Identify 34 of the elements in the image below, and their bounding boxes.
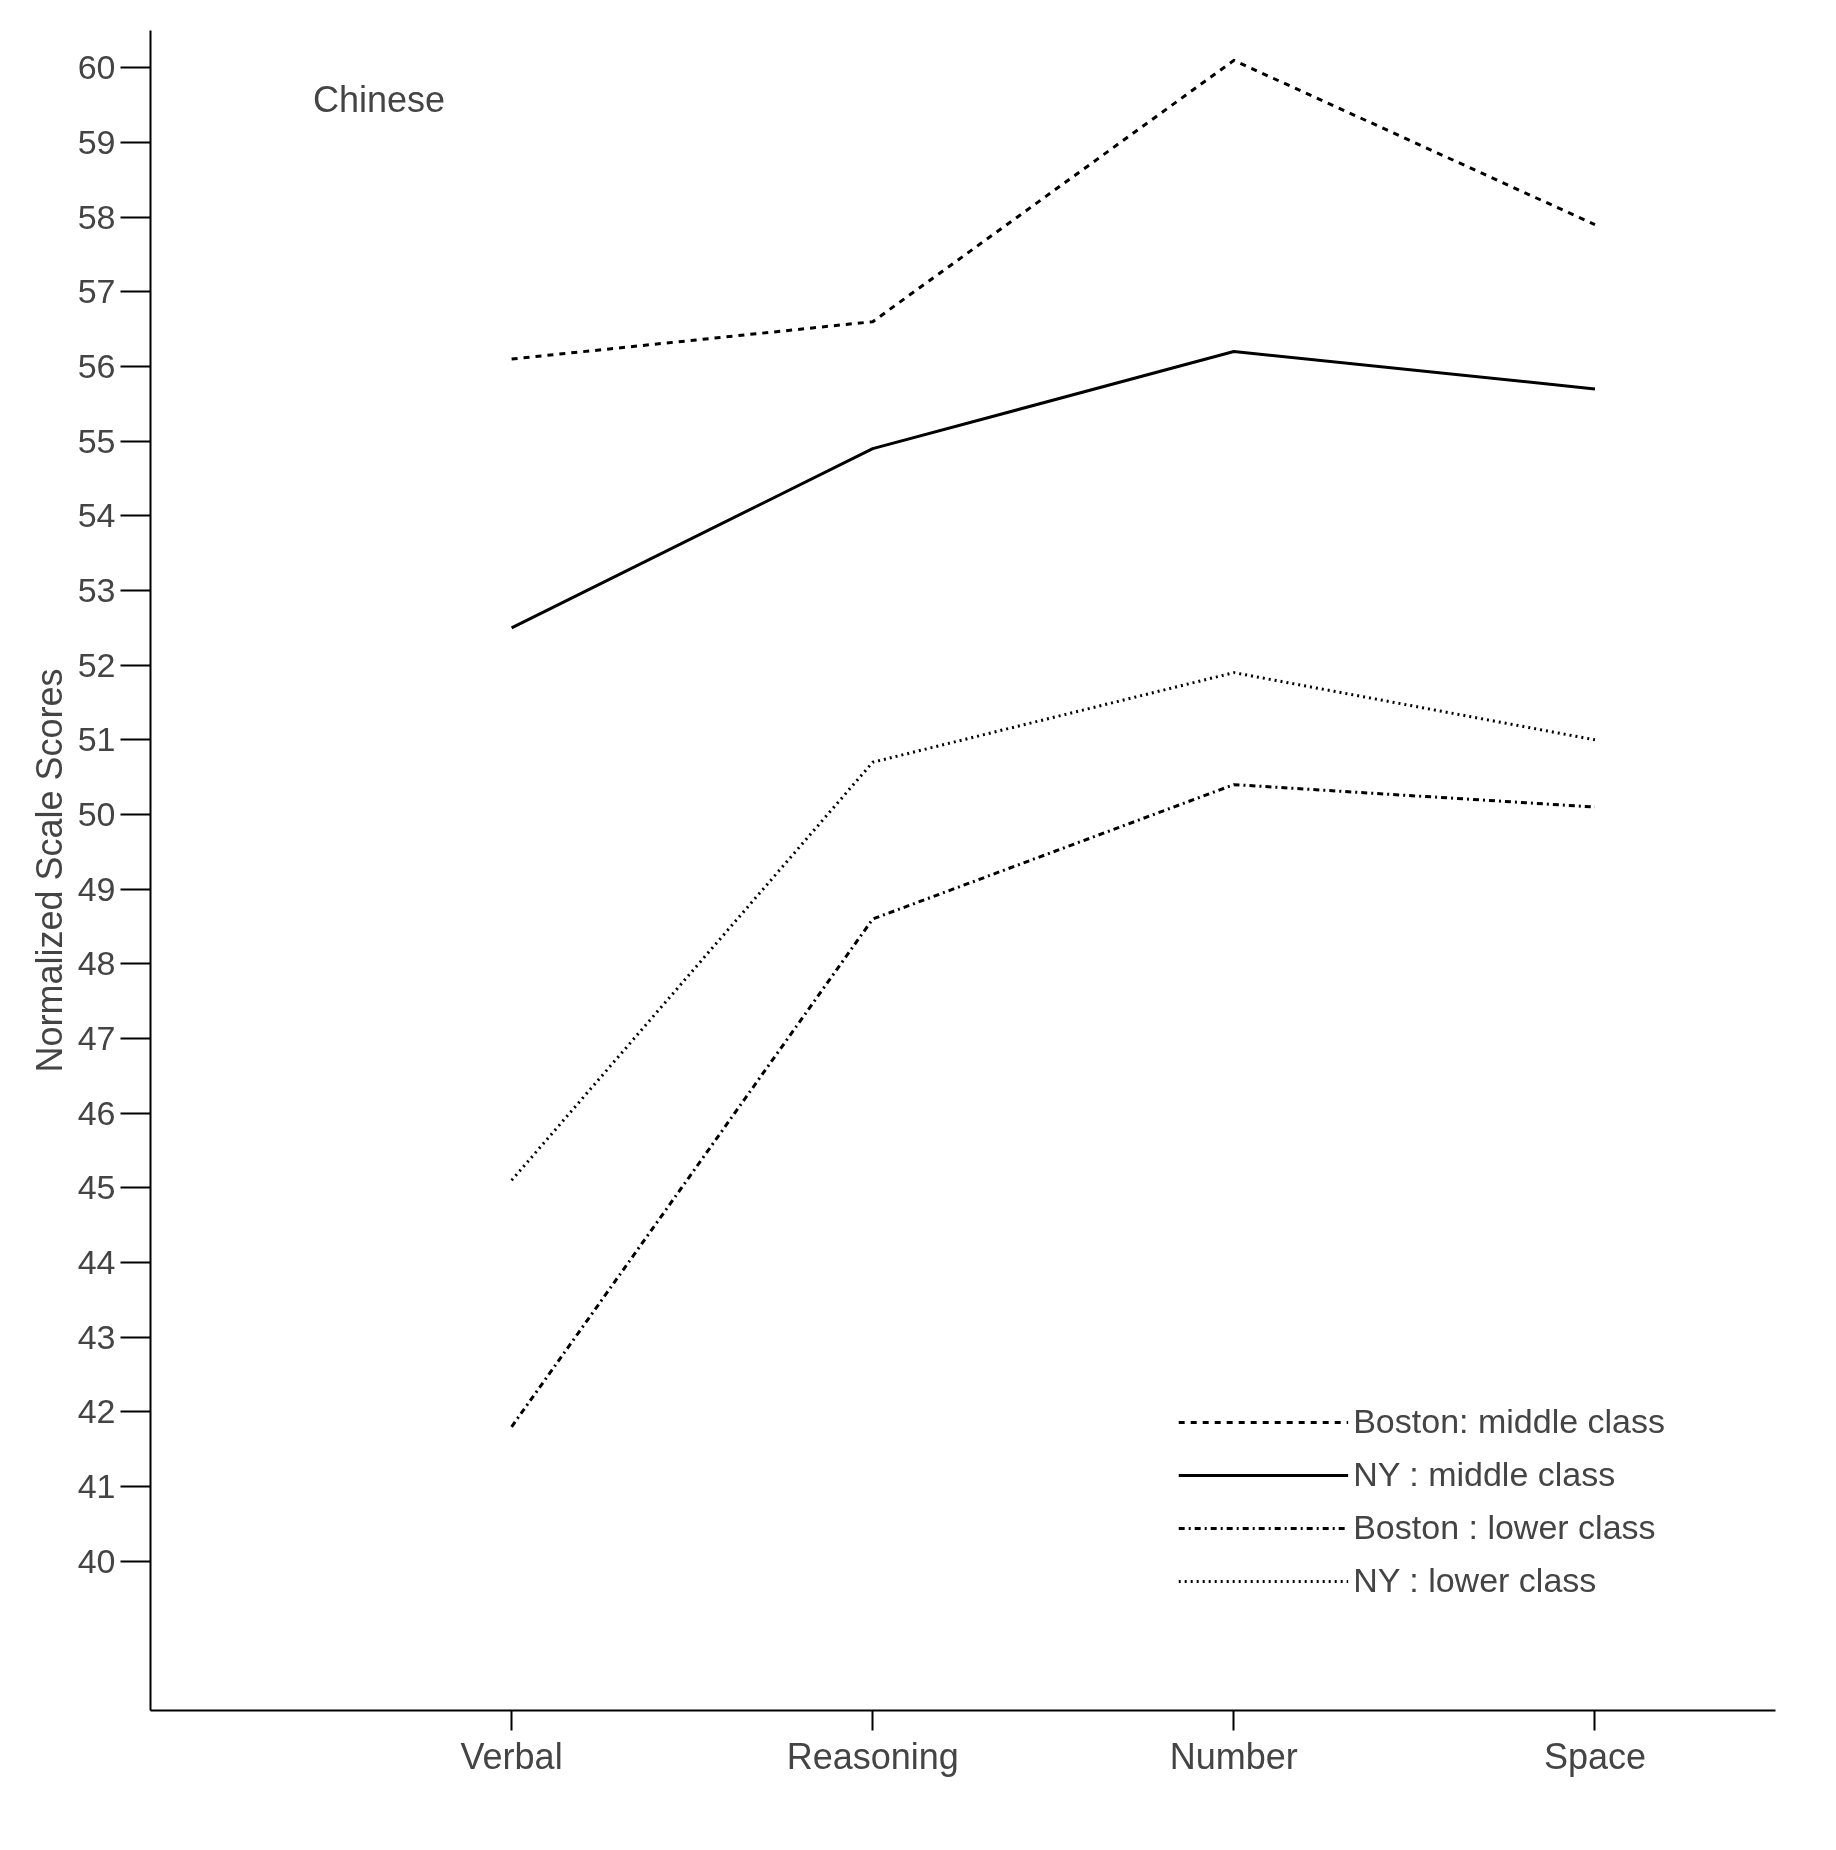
y-tick-label: 55 [77, 421, 116, 460]
annotation: Chinese [313, 79, 446, 121]
y-tick-label: 47 [77, 1019, 116, 1057]
y-tick-label: 46 [77, 1093, 116, 1132]
y-tick-label: 59 [77, 123, 116, 161]
x-tick-label: Reasoning [786, 1735, 959, 1777]
y-tick-label: 51 [77, 720, 116, 759]
y-tick-label: 41 [77, 1467, 116, 1505]
y-tick-label: 58 [77, 197, 116, 236]
legend-label: NY : middle class [1353, 1455, 1616, 1494]
y-tick-label: 42 [77, 1392, 116, 1431]
legend-label: Boston : lower class [1353, 1508, 1656, 1547]
legend-label: NY : lower class [1353, 1561, 1597, 1600]
y-tick-label: 56 [77, 347, 116, 385]
y-tick-label: 43 [77, 1317, 116, 1356]
y-tick-label: 52 [77, 645, 116, 684]
x-tick-label: Verbal [460, 1735, 563, 1777]
line-series [510, 58, 1597, 361]
y-tick-label: 44 [77, 1243, 116, 1281]
y-tick-label: 49 [77, 869, 116, 908]
y-tick-label: 45 [77, 1168, 116, 1207]
x-tick-label: Space [1543, 1735, 1646, 1777]
y-tick-label: 54 [77, 496, 116, 535]
x-tick-label: Number [1169, 1735, 1298, 1777]
y-tick-label: 50 [77, 795, 116, 833]
legend-label: Boston: middle class [1353, 1402, 1665, 1441]
y-tick-label: 60 [77, 48, 116, 87]
y-tick-label: 48 [77, 944, 116, 983]
y-tick-label: 57 [77, 272, 116, 311]
y-axis-title: Normalized Scale Scores [28, 668, 70, 1073]
line-series [510, 350, 1597, 630]
y-tick-label: 53 [77, 571, 116, 609]
line-series [510, 671, 1597, 1182]
y-tick-label: 40 [77, 1541, 116, 1580]
